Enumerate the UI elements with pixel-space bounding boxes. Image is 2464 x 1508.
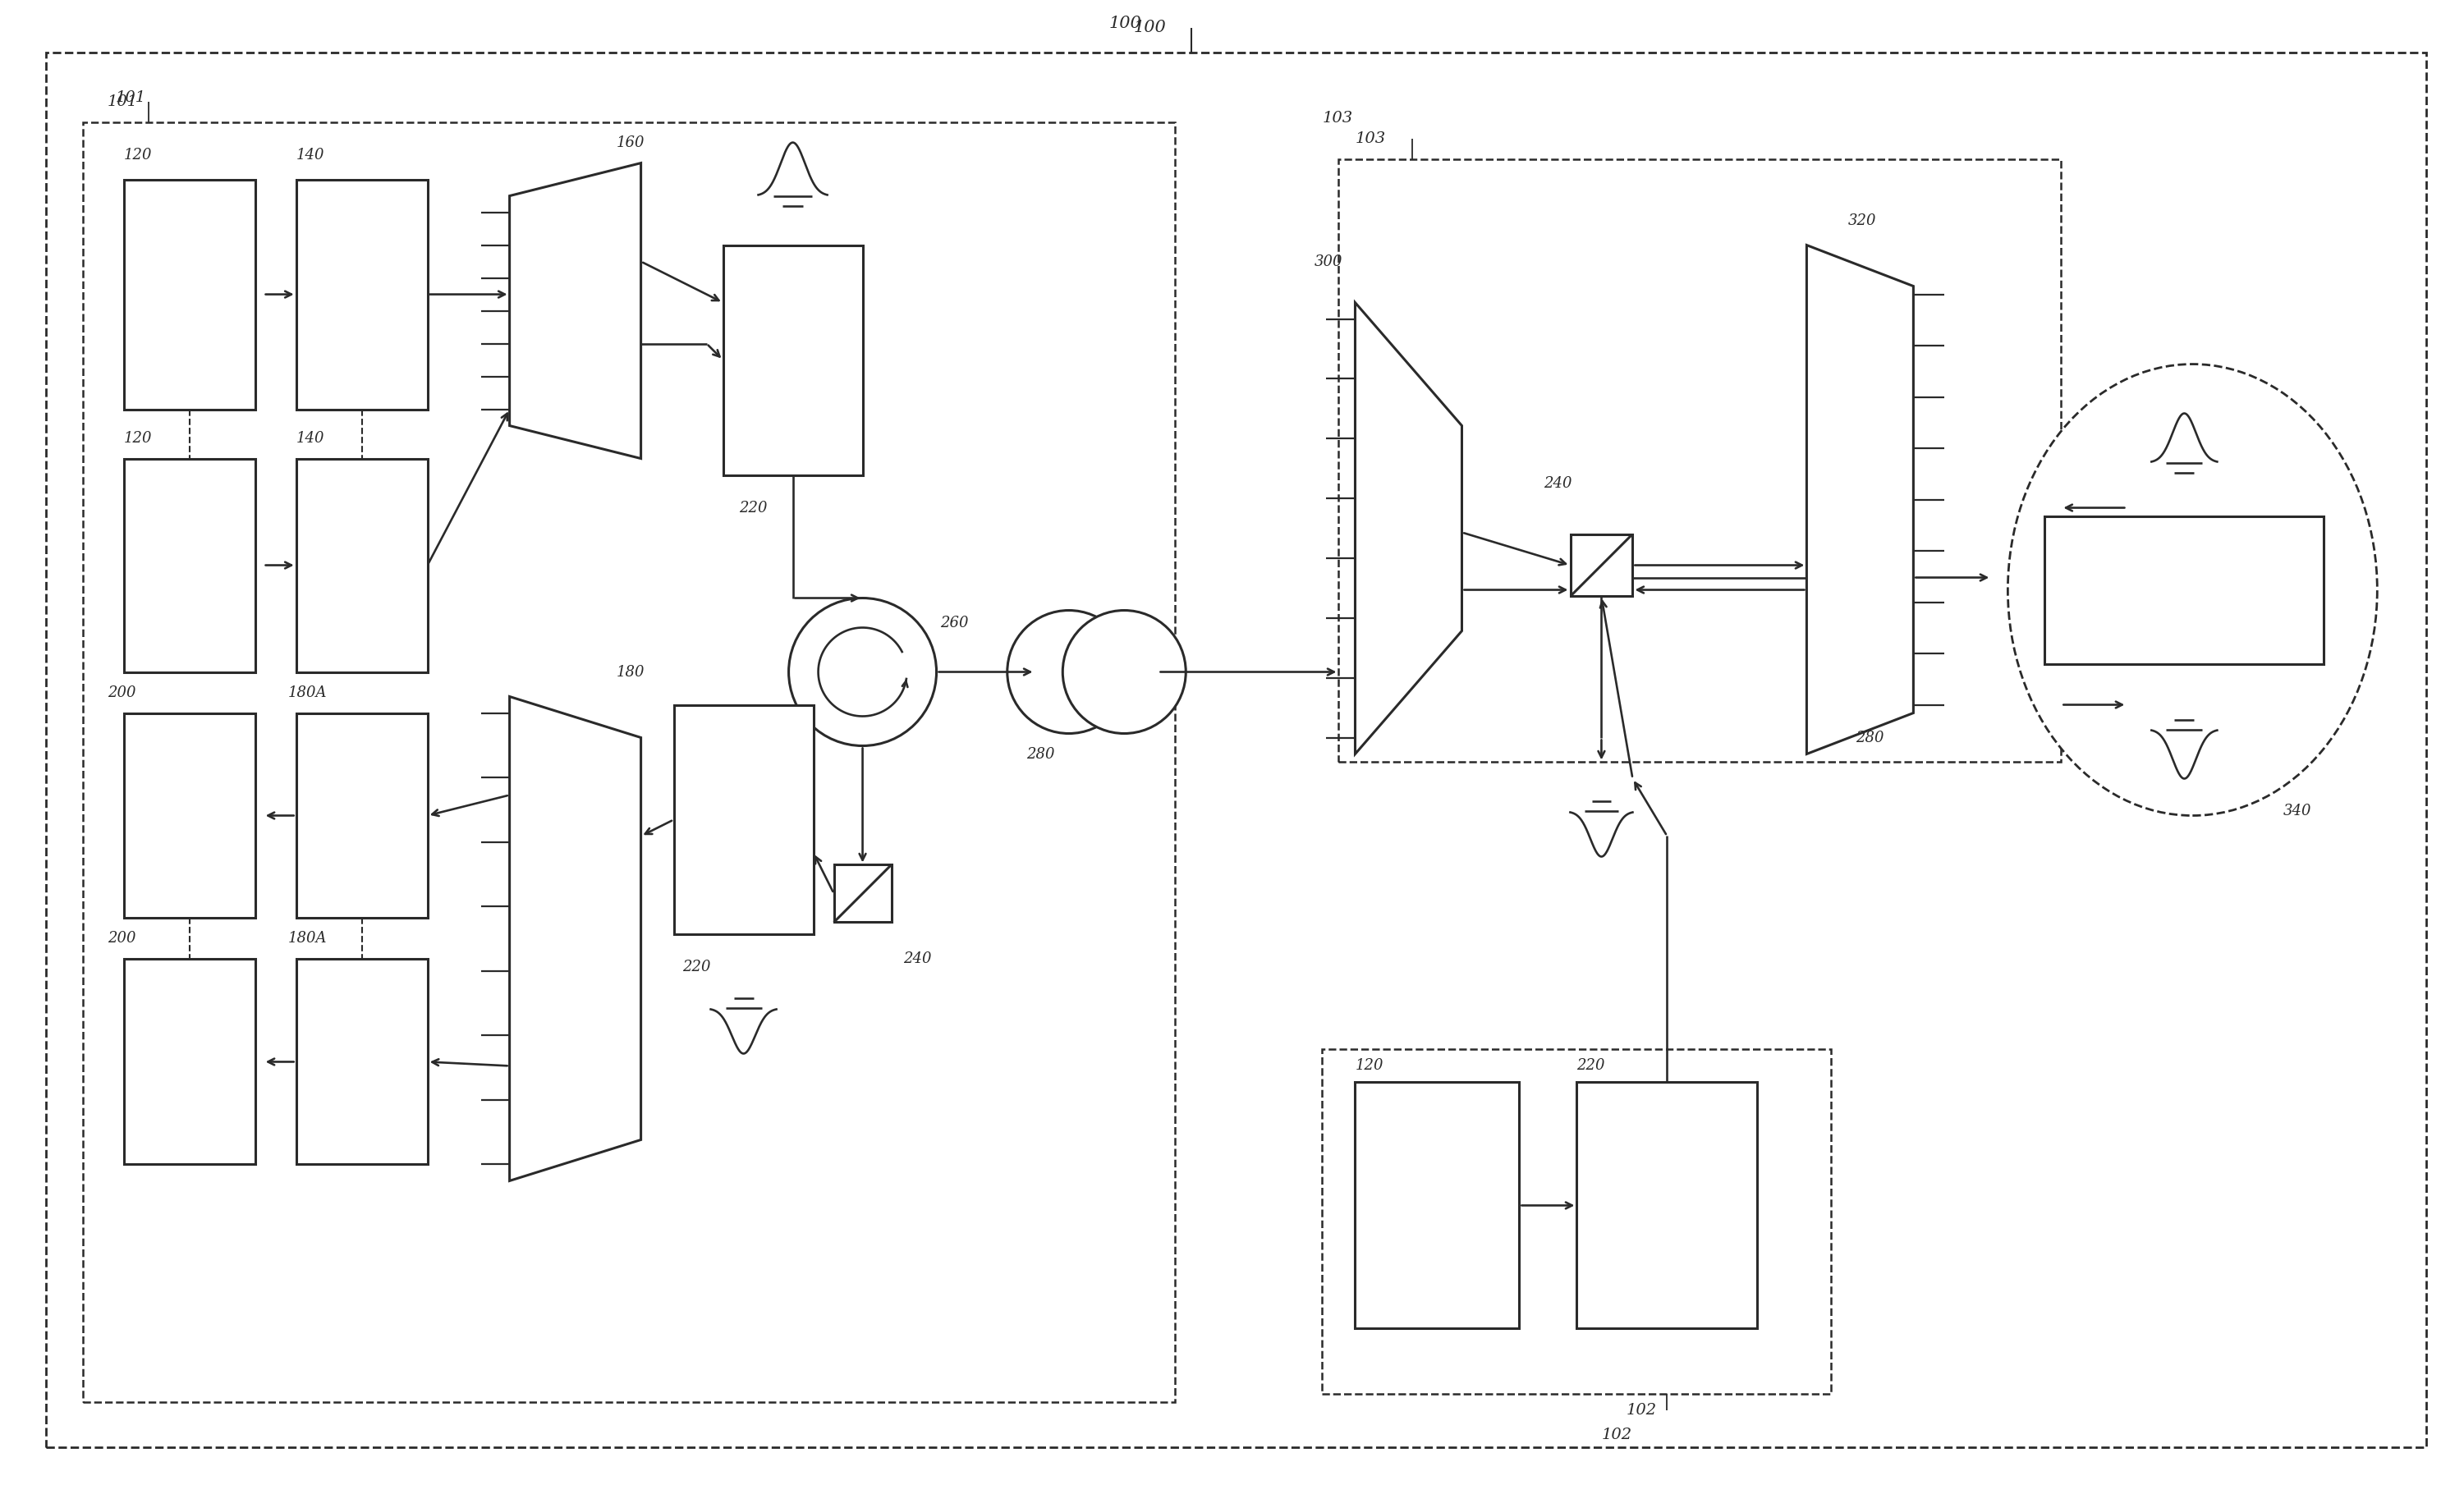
- Text: 320: 320: [1848, 213, 1875, 228]
- Bar: [833, 864, 892, 923]
- Text: 300: 300: [1313, 255, 1343, 268]
- Text: 100: 100: [1109, 15, 1141, 32]
- Text: 140: 140: [296, 431, 325, 445]
- Polygon shape: [1355, 303, 1461, 754]
- Bar: [1323, 1050, 1831, 1395]
- Text: 280: 280: [1855, 730, 1885, 745]
- Bar: [722, 246, 862, 475]
- Bar: [123, 179, 256, 409]
- Bar: [673, 704, 813, 935]
- Text: 120: 120: [123, 431, 153, 445]
- Bar: [296, 179, 426, 409]
- Text: 103: 103: [1355, 131, 1385, 146]
- Text: 102: 102: [1602, 1428, 1631, 1443]
- Bar: [1570, 534, 1631, 596]
- Bar: [296, 959, 426, 1164]
- Text: 200: 200: [108, 932, 136, 946]
- Text: 101: 101: [108, 93, 138, 109]
- Text: 102: 102: [1626, 1404, 1656, 1418]
- Polygon shape: [510, 697, 641, 1181]
- Bar: [296, 713, 426, 918]
- Bar: [1355, 1083, 1520, 1329]
- Bar: [123, 458, 256, 673]
- Text: 240: 240: [904, 952, 931, 967]
- Text: 220: 220: [739, 501, 769, 516]
- Circle shape: [1062, 611, 1185, 733]
- Text: 220: 220: [683, 961, 710, 974]
- Text: 260: 260: [941, 615, 968, 630]
- Text: 200: 200: [108, 685, 136, 700]
- Bar: [1577, 1083, 1757, 1329]
- Circle shape: [1008, 611, 1131, 733]
- Text: 240: 240: [1545, 475, 1572, 490]
- Text: 100: 100: [1133, 20, 1165, 35]
- Ellipse shape: [2008, 363, 2378, 816]
- Text: 180: 180: [616, 665, 646, 679]
- Text: 101: 101: [116, 90, 145, 104]
- Bar: [123, 713, 256, 918]
- Text: 340: 340: [2282, 804, 2311, 819]
- Text: 280: 280: [1027, 746, 1055, 762]
- Bar: [2045, 516, 2324, 664]
- Text: 180A: 180A: [288, 685, 328, 700]
- Polygon shape: [510, 163, 641, 458]
- Text: 160: 160: [616, 136, 646, 149]
- Text: 103: 103: [1323, 110, 1353, 125]
- Text: 120: 120: [1355, 1059, 1382, 1074]
- Text: 220: 220: [1577, 1059, 1604, 1074]
- Bar: [296, 458, 426, 673]
- Text: 120: 120: [123, 148, 153, 163]
- Circle shape: [788, 599, 936, 746]
- Bar: [84, 122, 1175, 1402]
- Polygon shape: [1806, 246, 1915, 754]
- Text: 140: 140: [296, 148, 325, 163]
- Text: 180A: 180A: [288, 932, 328, 946]
- Bar: [1338, 158, 2062, 762]
- Bar: [123, 959, 256, 1164]
